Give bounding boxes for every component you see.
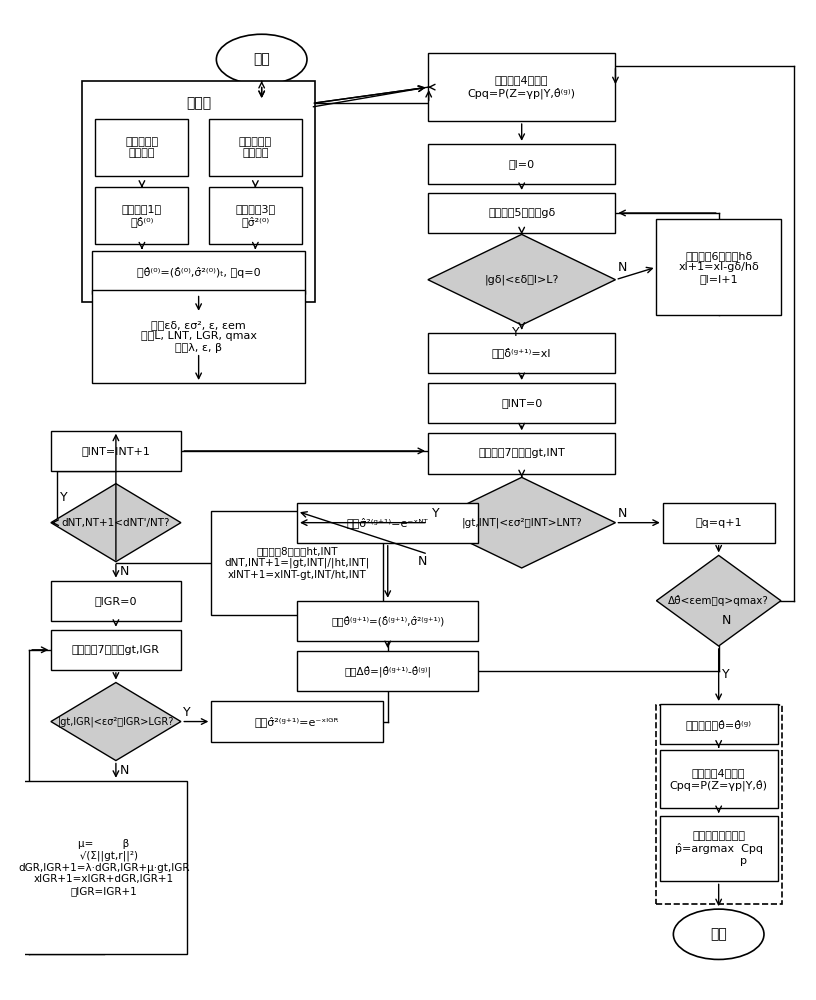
Bar bbox=[211, 701, 383, 742]
Bar bbox=[51, 630, 181, 670]
Text: Y: Y bbox=[512, 326, 520, 339]
Bar bbox=[428, 433, 615, 474]
Text: 根据式（5）求得gδ: 根据式（5）求得gδ bbox=[488, 208, 556, 218]
Text: 取θ̂⁽⁰⁾=(δ̂⁽⁰⁾,σ̂²⁽⁰⁾)ₜ, 置q=0: 取θ̂⁽⁰⁾=(δ̂⁽⁰⁾,σ̂²⁽⁰⁾)ₜ, 置q=0 bbox=[137, 267, 260, 278]
Bar bbox=[663, 503, 774, 543]
Ellipse shape bbox=[216, 34, 307, 85]
Bar bbox=[659, 816, 778, 881]
Text: N: N bbox=[618, 507, 628, 520]
Text: 根据式（4）计算
Cpq=P(Z=γp|Y,θ̂⁽ᵍ⁾): 根据式（4）计算 Cpq=P(Z=γp|Y,θ̂⁽ᵍ⁾) bbox=[468, 75, 575, 99]
Text: 置l=0: 置l=0 bbox=[508, 159, 534, 169]
Bar bbox=[428, 333, 615, 373]
Text: |gδ|<εδ或l>L?: |gδ|<εδ或l>L? bbox=[485, 274, 559, 285]
Text: Δθ̂<εem或q>qmax?: Δθ̂<εem或q>qmax? bbox=[668, 595, 769, 606]
Text: N: N bbox=[418, 555, 427, 568]
Polygon shape bbox=[656, 555, 781, 646]
Bar bbox=[428, 193, 615, 233]
Text: 根据式（1）
得δ̂⁽⁰⁾: 根据式（1） 得δ̂⁽⁰⁾ bbox=[122, 204, 162, 227]
Bar bbox=[428, 383, 615, 423]
Text: 划分间隔选
取候选值: 划分间隔选 取候选值 bbox=[126, 137, 158, 158]
Text: 置lNT=lNT+1: 置lNT=lNT+1 bbox=[82, 446, 150, 456]
Bar bbox=[92, 251, 305, 294]
Bar bbox=[82, 81, 315, 302]
Text: 更新Δθ̂=|θ̂⁽ᵍ⁺¹⁾-θ̂⁽ᵍ⁾|: 更新Δθ̂=|θ̂⁽ᵍ⁺¹⁾-θ̂⁽ᵍ⁾| bbox=[344, 665, 432, 677]
Bar bbox=[656, 219, 781, 315]
Bar bbox=[428, 144, 615, 184]
Bar bbox=[95, 187, 188, 244]
Polygon shape bbox=[51, 683, 181, 761]
Text: 星座图识别结果为
p̂=argmax  Cpq
              p: 星座图识别结果为 p̂=argmax Cpq p bbox=[675, 831, 763, 866]
Bar bbox=[297, 503, 478, 543]
Text: 输出估计值θ̂=θ̂⁽ᵍ⁾: 输出估计值θ̂=θ̂⁽ᵍ⁾ bbox=[685, 719, 752, 730]
Text: 根据式（4）计算
Cpq=P(Z=γp|Y,θ̂): 根据式（4）计算 Cpq=P(Z=γp|Y,θ̂) bbox=[670, 768, 768, 791]
Text: 置q=q+1: 置q=q+1 bbox=[695, 518, 742, 528]
Text: Y: Y bbox=[60, 491, 68, 504]
Text: Y: Y bbox=[722, 668, 730, 681]
Text: |gt,lGR|<εσ²或lGR>LGR?: |gt,lGR|<εσ²或lGR>LGR? bbox=[58, 716, 174, 727]
Text: 根据式（8）计算ht,lNT
dNT,lNT+1=|gt,lNT|/|ht,lNT|
xlNT+1=xlNT-gt,lNT/ht,lNT: 根据式（8）计算ht,lNT dNT,lNT+1=|gt,lNT|/|ht,lN… bbox=[224, 546, 370, 580]
Bar bbox=[659, 750, 778, 808]
Bar bbox=[51, 581, 181, 621]
Text: 输入εδ, εσ², ε, εem
输入L, LNT, LGR, qmax
输入λ, ε, β: 输入εδ, εσ², ε, εem 输入L, LNT, LGR, qmax 输入… bbox=[140, 320, 257, 353]
Bar bbox=[209, 187, 302, 244]
Bar bbox=[297, 601, 478, 641]
Text: 更新θ̂⁽ᵍ⁺¹⁾=(δ̂⁽ᵍ⁺¹⁾,σ̂²⁽ᵍ⁺¹⁾): 更新θ̂⁽ᵍ⁺¹⁾=(δ̂⁽ᵍ⁺¹⁾,σ̂²⁽ᵍ⁺¹⁾) bbox=[331, 615, 445, 626]
Bar bbox=[211, 511, 383, 615]
Text: μ=         β
   √(Σ||gt,r||²)
dGR,lGR+1=λ·dGR,lGR+μ·gt,lGR
xlGR+1=xlGR+dGR,lGR+1: μ= β √(Σ||gt,r||²) dGR,lGR+1=λ·dGR,lGR+μ… bbox=[18, 839, 190, 896]
Bar bbox=[21, 781, 187, 954]
Bar bbox=[659, 704, 778, 744]
Text: 更新σ̂²⁽ᵍ⁺¹⁾=e⁻ˣˡᴳᴿ: 更新σ̂²⁽ᵍ⁺¹⁾=e⁻ˣˡᴳᴿ bbox=[255, 716, 339, 727]
Bar bbox=[655, 705, 782, 904]
Text: N: N bbox=[120, 565, 129, 578]
Bar bbox=[209, 119, 302, 176]
Polygon shape bbox=[51, 484, 181, 562]
Text: 置lGR=0: 置lGR=0 bbox=[95, 596, 137, 606]
Text: 置lNT=0: 置lNT=0 bbox=[501, 398, 543, 408]
Text: Y: Y bbox=[432, 507, 440, 520]
Text: 结束: 结束 bbox=[710, 927, 727, 941]
Text: N: N bbox=[120, 764, 129, 777]
Text: 根据式（6）计算hδ
xl+1=xl-gδ/hδ
置l=l+1: 根据式（6）计算hδ xl+1=xl-gδ/hδ 置l=l+1 bbox=[678, 251, 759, 284]
Text: 初始化: 初始化 bbox=[186, 96, 211, 110]
Bar bbox=[297, 651, 478, 691]
Text: |gt,lNT|<εσ²或lNT>LNT?: |gt,lNT|<εσ²或lNT>LNT? bbox=[461, 517, 582, 528]
Text: 更新σ̂²⁽ᵍ⁺¹⁾=e⁻ˣᴺᵀ: 更新σ̂²⁽ᵍ⁺¹⁾=e⁻ˣᴺᵀ bbox=[347, 517, 428, 528]
Text: Y: Y bbox=[183, 706, 190, 719]
Text: N: N bbox=[722, 614, 731, 627]
Text: 根据式（3）
得σ̂²⁽⁰⁾: 根据式（3） 得σ̂²⁽⁰⁾ bbox=[235, 204, 276, 227]
Bar bbox=[51, 431, 181, 471]
Text: 根据式（7）求得gt,lNT: 根据式（7）求得gt,lNT bbox=[478, 448, 565, 458]
Text: 更新δ̂⁽ᵍ⁺¹⁾=xl: 更新δ̂⁽ᵍ⁺¹⁾=xl bbox=[492, 347, 552, 358]
Ellipse shape bbox=[673, 909, 764, 959]
Bar bbox=[428, 53, 615, 121]
Bar bbox=[95, 119, 188, 176]
Text: N: N bbox=[618, 261, 628, 274]
Text: 根据式（7）求得gt,lGR: 根据式（7）求得gt,lGR bbox=[72, 645, 160, 655]
Polygon shape bbox=[428, 477, 615, 568]
Polygon shape bbox=[428, 234, 615, 325]
Text: 噪声方差的
随机赋值: 噪声方差的 随机赋值 bbox=[239, 137, 272, 158]
Text: dNT,NT+1<dNT'/NT?: dNT,NT+1<dNT'/NT? bbox=[62, 518, 171, 528]
Bar bbox=[92, 290, 305, 383]
Text: 开始: 开始 bbox=[253, 52, 270, 66]
